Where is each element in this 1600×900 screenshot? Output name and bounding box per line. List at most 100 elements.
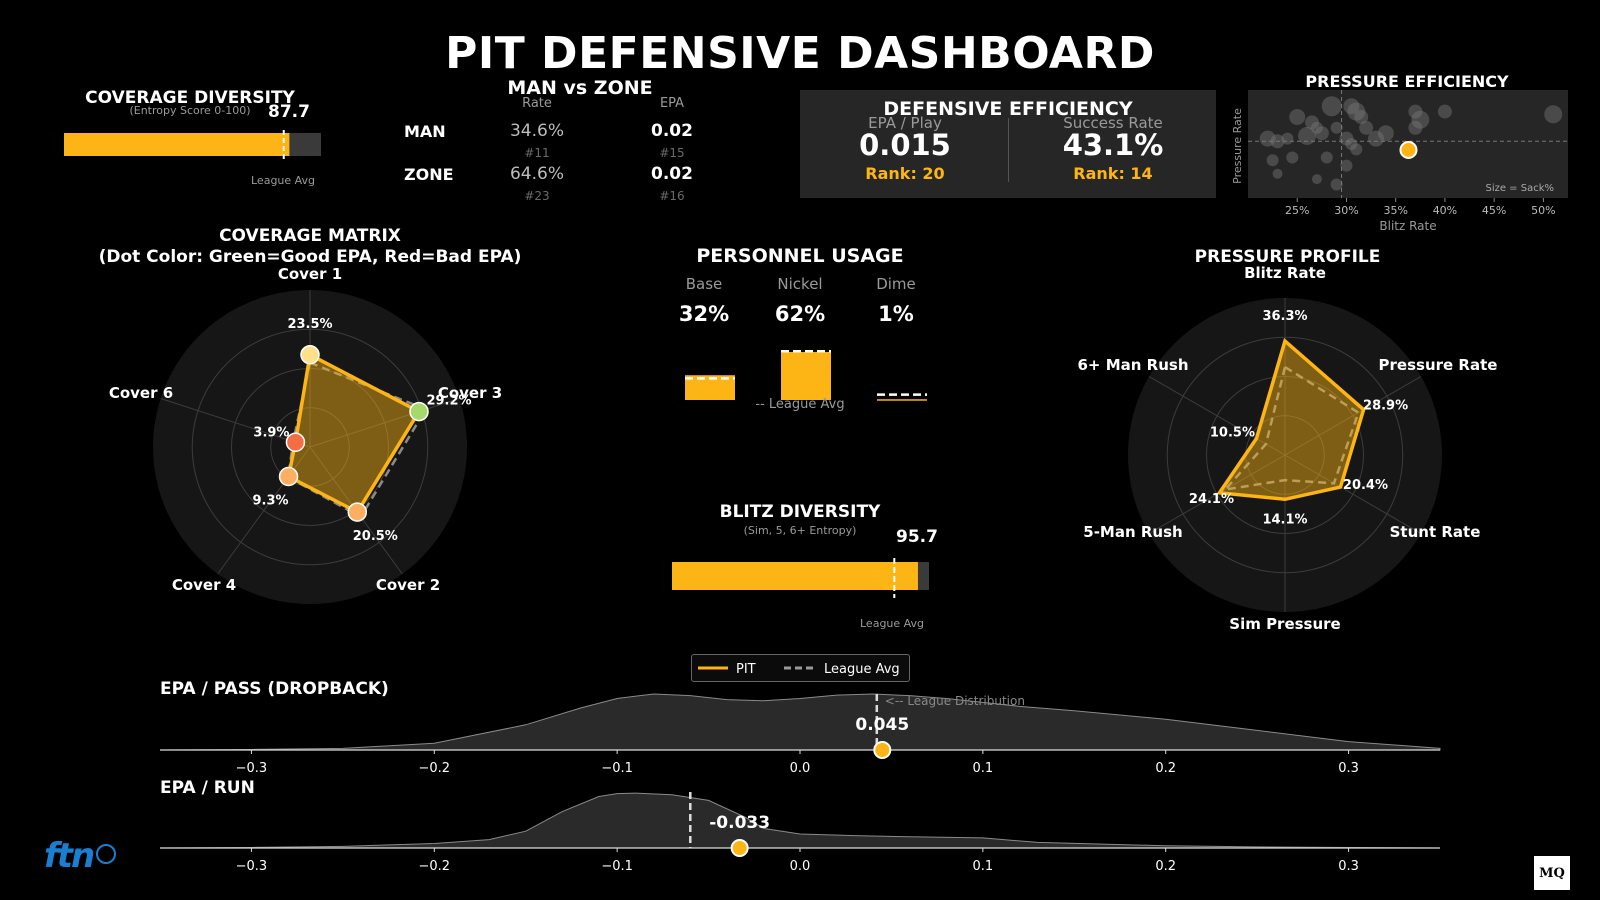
defensive-efficiency-title: DEFENSIVE EFFICIENCY: [883, 98, 1133, 120]
density-tick-label: 0.2: [1155, 761, 1176, 776]
personnel-nickel-label: Nickel: [777, 275, 823, 293]
personnel-league-label: -- League Avg: [755, 397, 845, 412]
radar-axis-label: Cover 6: [109, 384, 173, 402]
epa-pass-density-chart: <-- League Distribution 0.045 −0.3 −0.2 −0.1…: [159, 693, 1441, 776]
scatter-tick-label: 50%: [1531, 204, 1555, 217]
blitz-diversity-league-label: League Avg: [860, 617, 925, 630]
radar-point: [300, 345, 320, 365]
zone-rate-rank: #23: [524, 189, 550, 203]
density-pit-point: [730, 839, 749, 857]
density-tick-label: −0.2: [418, 859, 450, 874]
scatter-point: [1266, 154, 1279, 167]
scatter-points: [1248, 90, 1568, 198]
scatter-point: [1359, 120, 1374, 135]
scatter-tick-label: 25%: [1285, 204, 1309, 217]
radar-value-label: 24.1%: [1189, 492, 1234, 507]
man-zone-epa-header: EPA: [659, 96, 685, 111]
blitz-diversity-bar-chart: [672, 558, 929, 598]
defensive-efficiency-panel: DEFENSIVE EFFICIENCY EPA / Play 0.015 Ra…: [800, 90, 1216, 198]
radar-point: [347, 502, 368, 522]
density-annotation: <-- League Distribution: [885, 694, 1025, 708]
chart-legend: PIT League Avg: [691, 654, 910, 682]
scatter-point: [1411, 110, 1430, 129]
radar-value-label: 9.3%: [253, 494, 289, 509]
radar-spoke: [1284, 454, 1422, 534]
radar-axis-label: Cover 4: [172, 576, 236, 594]
radar-axis-label: Blitz Rate: [1244, 264, 1326, 282]
radar-axis-label: Sim Pressure: [1229, 615, 1340, 633]
pressure-profile-radar: 36.3% 28.9% 20.4% 14.1% 24.1% 10.5% Blitz Rate…: [1077, 264, 1498, 633]
epa-run-density-chart: -0.033 −0.3 −0.2 −0.1 0.0 0.1 0.2 0.3: [159, 792, 1441, 874]
coverage-diversity-title: COVERAGE DIVERSITY: [85, 88, 295, 108]
scatter-point: [1544, 105, 1563, 124]
radar-value-label: 10.5%: [1210, 426, 1255, 441]
scatter-size-note: Size = Sack%: [1485, 183, 1554, 194]
epa-per-play-label: EPA / Play: [868, 114, 942, 132]
legend-league-label: League Avg: [824, 662, 900, 677]
radar-spoke: [1148, 376, 1286, 456]
radar-value-label: 3.9%: [253, 425, 289, 440]
mq-logo: MQ: [1534, 856, 1570, 890]
scatter-point: [1339, 131, 1354, 146]
dashboard-title: PIT DEFENSIVE DASHBOARD: [445, 28, 1155, 79]
success-rate-rank: Rank: 14: [1073, 164, 1153, 183]
radar-axis-label: Cover 1: [278, 265, 342, 283]
scatter-point: [1343, 98, 1360, 115]
radar-axis-label: 5-Man Rush: [1083, 523, 1182, 541]
coverage-diversity-league-label: League Avg: [251, 174, 316, 187]
blitz-diversity-title: BLITZ DIVERSITY: [719, 502, 881, 522]
radar-value-label: 14.1%: [1262, 512, 1307, 527]
coverage-matrix-radar: 23.5% 29.2% 20.5% 9.3% 3.9% Cover 1 Cover 3 Cov…: [109, 265, 502, 604]
legend-pit-label: PIT: [736, 662, 756, 677]
personnel-bar: [877, 399, 927, 401]
coverage-matrix-title: COVERAGE MATRIX: [219, 226, 401, 246]
radar-point: [278, 466, 299, 487]
radar-spoke: [217, 446, 311, 575]
density-tick-label: −0.3: [236, 761, 268, 776]
zone-epa: 0.02: [651, 164, 693, 184]
radar-value-label: 23.5%: [287, 317, 332, 332]
scatter-point: [1305, 115, 1319, 130]
density-pit-point: [873, 741, 892, 759]
man-rate: 34.6%: [509, 121, 564, 141]
radar-axis-label: Cover 2: [376, 576, 440, 594]
coverage-diversity-bar-chart: [64, 130, 321, 160]
scatter-point: [1321, 96, 1342, 117]
personnel-dime-label: Dime: [876, 275, 916, 293]
radar-point: [285, 432, 306, 453]
scatter-point: [1298, 126, 1317, 145]
epa-per-play-rank: Rank: 20: [865, 164, 945, 183]
zone-epa-rank: #16: [659, 189, 685, 203]
density-pit-value: -0.033: [709, 813, 770, 833]
man-rate-rank: #11: [524, 146, 550, 160]
personnel-title: PERSONNEL USAGE: [696, 245, 904, 267]
blitz-diversity-value: 95.7: [896, 527, 938, 547]
scatter-point: [1310, 121, 1323, 134]
density-tick-label: 0.1: [973, 859, 994, 874]
radar-spoke: [309, 398, 460, 448]
scatter-point: [1345, 138, 1358, 150]
epa-run-title: EPA / RUN: [160, 778, 255, 798]
scatter-tick-label: 45%: [1482, 204, 1506, 217]
scatter-x-ticks: 25% 30% 35% 40% 45% 50%: [1285, 198, 1556, 217]
radar-axis-label: Pressure Rate: [1379, 356, 1498, 374]
scatter-point: [1408, 104, 1423, 119]
pressure-efficiency-scatter: 25% 30% 35% 40% 45% 50% Blitz Rate Pressure R…: [1231, 90, 1568, 233]
scatter-point: [1320, 151, 1333, 164]
scatter-point: [1289, 109, 1306, 125]
zone-rate: 64.6%: [509, 164, 564, 184]
radar-value-label: 36.3%: [1262, 309, 1307, 324]
radar-axis-label: Stunt Rate: [1390, 523, 1481, 541]
scatter-point: [1314, 126, 1329, 141]
coverage-diversity-value: 87.7: [268, 102, 310, 122]
radar-axis-label: 6+ Man Rush: [1077, 356, 1188, 374]
coverage-diversity-fill: [64, 133, 290, 156]
scatter-point: [1330, 178, 1343, 191]
scatter-tick-label: 35%: [1383, 204, 1407, 217]
radar-league-series: [1221, 365, 1360, 492]
scatter-point-pit: [1399, 140, 1418, 159]
scatter-xlabel: Blitz Rate: [1379, 219, 1436, 233]
scatter-point: [1311, 174, 1322, 185]
radar-axis-label: Cover 3: [438, 384, 502, 402]
scatter-point: [1347, 102, 1366, 121]
